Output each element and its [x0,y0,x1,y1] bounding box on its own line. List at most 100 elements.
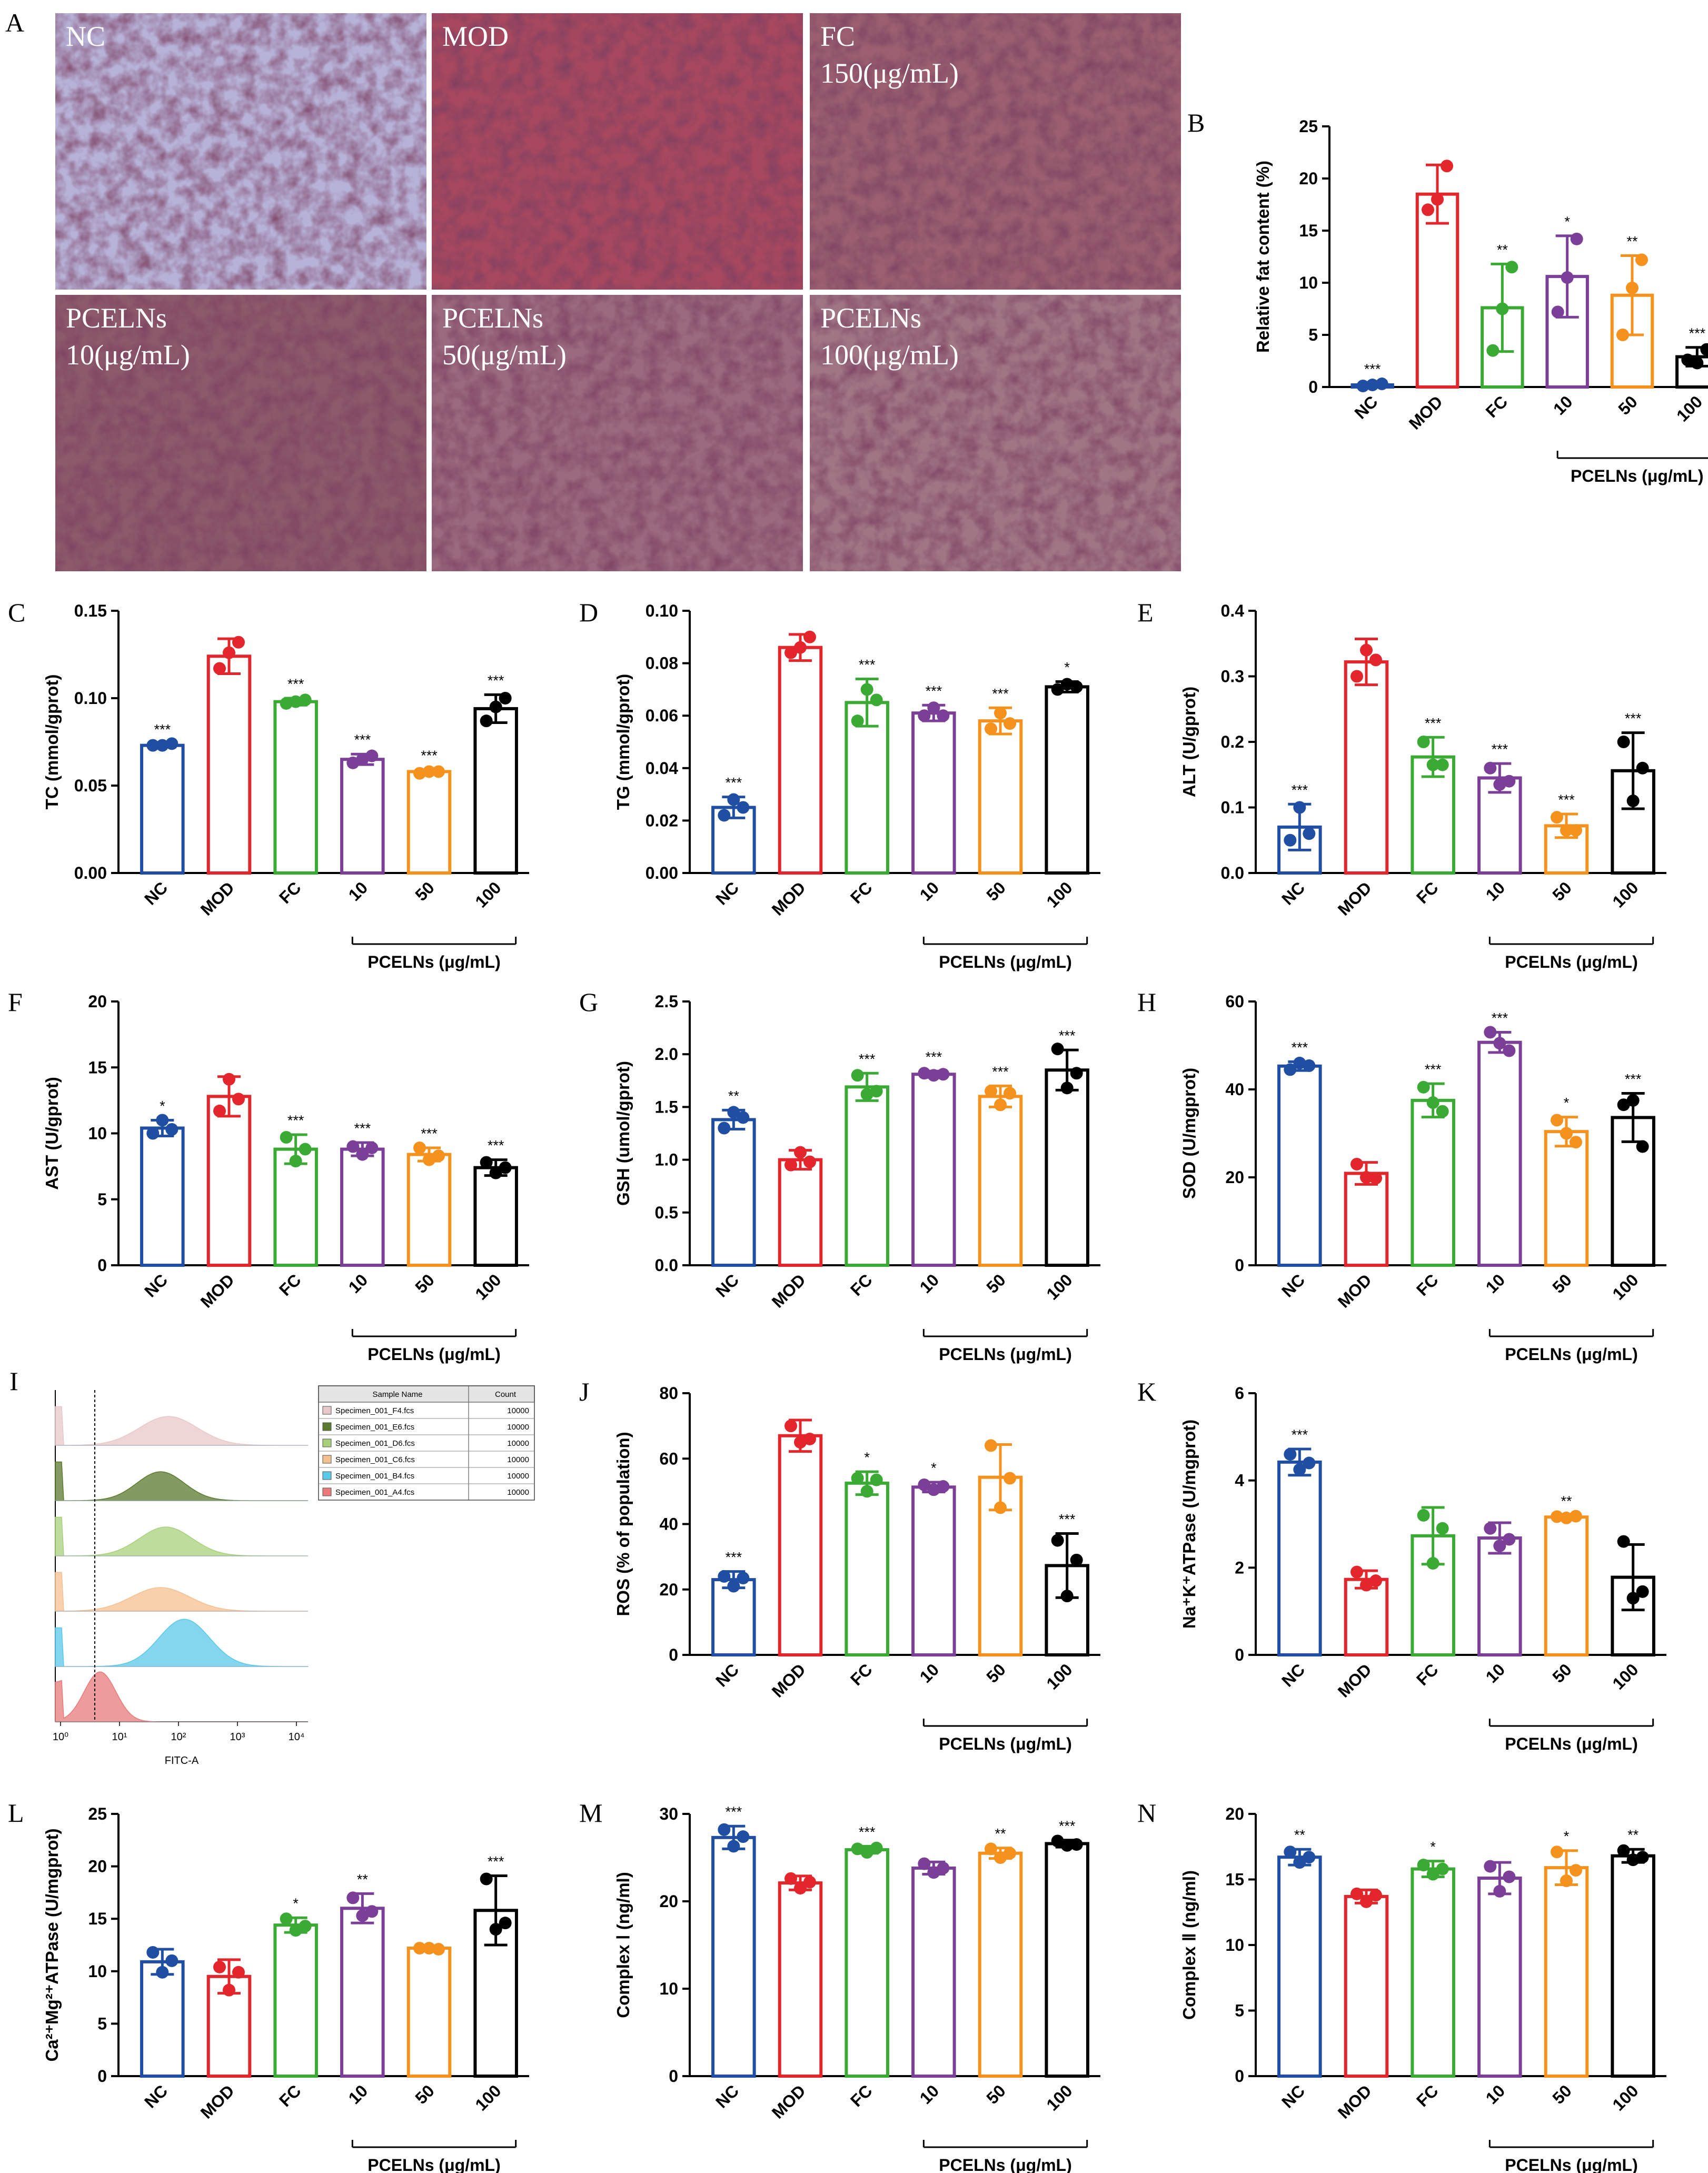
y-tick-label: 0 [1235,1256,1244,1275]
data-point [785,1872,797,1885]
data-point [785,1420,797,1433]
bar-50 [1544,1130,1589,1267]
chart-panel-c: C 0.00 0.05 0.10 0.15 TC (mmol/gprot) *** NC MOD… [8,598,529,971]
significance-label: * [1564,214,1570,230]
x-tick-label: MOD [197,2081,238,2122]
bar-10 [1477,776,1522,875]
data-point [1070,1838,1083,1851]
y-tick-label: 0 [669,2067,678,2086]
data-point [346,1140,360,1153]
x-tick-label: MOD [1405,392,1446,433]
bar-mod [778,646,823,875]
x-tick-label: FC [275,2081,305,2110]
flow-x-axis-label: FITC-A [165,1755,199,1767]
x-tick-label: MOD [768,1270,809,1311]
group-label: PCELNs (μg/mL) [1505,1734,1637,1753]
data-point [1503,1870,1516,1883]
flow-legend-sample-name: Specimen_001_B4.fcs [335,1472,414,1481]
data-point [994,1501,1007,1514]
data-point [1060,1839,1074,1852]
data-point [918,709,931,722]
flow-x-tick-label: 10¹ [112,1731,127,1743]
data-point [718,1823,731,1836]
bar-mod [206,654,252,875]
x-tick-label: 10 [916,878,943,905]
data-point [1350,1157,1363,1170]
y-tick-label: 2.0 [655,1045,678,1064]
data-point [737,1830,750,1843]
y-axis-label: Ca²⁺Mg²⁺ATPase (U/mgprot) [42,1828,62,2061]
data-point [1560,1511,1573,1524]
bar-nc [711,1118,756,1267]
x-tick-label: 50 [982,878,1009,905]
significance-label: *** [859,1824,876,1840]
y-tick-label: 0.04 [646,759,678,778]
x-tick-label: MOD [1334,878,1375,919]
data-point [280,697,293,710]
data-point [423,1941,435,1954]
data-point [927,1866,940,1879]
x-tick-label: 10 [916,1660,943,1686]
y-axis-label: Complex Ⅱ (ng/ml) [1179,1870,1199,2020]
bar-50 [406,1946,452,2078]
chart-panel-d: D 0.00 0.02 0.04 0.06 0.08 0.10 TG (mmol/gprot)… [579,598,1100,971]
data-point [1350,670,1363,683]
y-tick-label: 10 [88,1124,107,1143]
flow-histogram [55,1516,308,1556]
data-point [299,693,312,707]
x-tick-label: 100 [1608,878,1642,911]
data-point [365,749,379,762]
bar-fc [273,1923,318,2078]
x-tick-label: 10 [345,878,372,905]
x-tick-label: FC [847,1660,876,1689]
significance-label: *** [726,775,742,791]
micrograph-label: PCELNs [66,302,167,334]
significance-label: *** [1059,1512,1076,1527]
panel-label-a: A [5,8,24,37]
data-point [860,1088,873,1101]
data-point [1303,1059,1316,1072]
y-tick-label: 10 [88,1962,107,1981]
data-point [1551,305,1564,319]
data-point [994,707,1007,720]
data-point [1070,1553,1083,1566]
flow-legend-swatch [322,1455,332,1464]
panel-label: F [8,987,23,1017]
y-tick-label: 0.0 [655,1256,678,1275]
data-point [1350,1887,1363,1900]
y-tick-label: 0.0 [1221,864,1244,882]
bar-fc [273,1147,318,1267]
data-point [223,1983,235,1997]
data-point [918,1478,931,1491]
x-tick-label: NC [1350,392,1381,422]
chart-panel-f: F 0 5 10 15 20 AST (U/gprot) * NC MOD *** FC *** 10 **… [8,987,529,1364]
chart-panel-e: E 0.0 0.1 0.2 0.3 0.4 ALT (U/gprot) *** NC MOD ***… [1137,598,1666,971]
x-tick-label: NC [712,2081,742,2111]
significance-label: * [1564,1829,1570,1844]
data-point [223,646,235,659]
data-point [1293,801,1306,814]
data-point [794,641,807,654]
significance-label: *** [1625,1071,1642,1087]
panel-label: G [579,987,598,1017]
significance-label: *** [1059,1818,1076,1834]
y-tick-label: 6 [1235,1384,1244,1403]
significance-label: *** [726,1804,742,1820]
data-point [860,1485,873,1498]
y-tick-label: 0.10 [646,601,678,620]
flow-legend-count: 10000 [507,1423,529,1432]
flow-x-tick-label: 10⁰ [53,1731,68,1743]
data-point [785,1158,797,1172]
data-point [1560,1874,1573,1887]
x-tick-label: FC [1413,1270,1442,1299]
x-tick-label: NC [712,878,742,908]
significance-label: ** [1497,242,1508,257]
bar-100 [1045,1068,1089,1267]
data-point [1369,1172,1382,1185]
flow-legend-count: 10000 [507,1455,529,1464]
data-point [985,1085,997,1098]
micrograph-texture [810,295,1181,571]
x-tick-label: FC [847,878,876,907]
y-axis-label: SOD (U/mgprot) [1179,1068,1199,1199]
